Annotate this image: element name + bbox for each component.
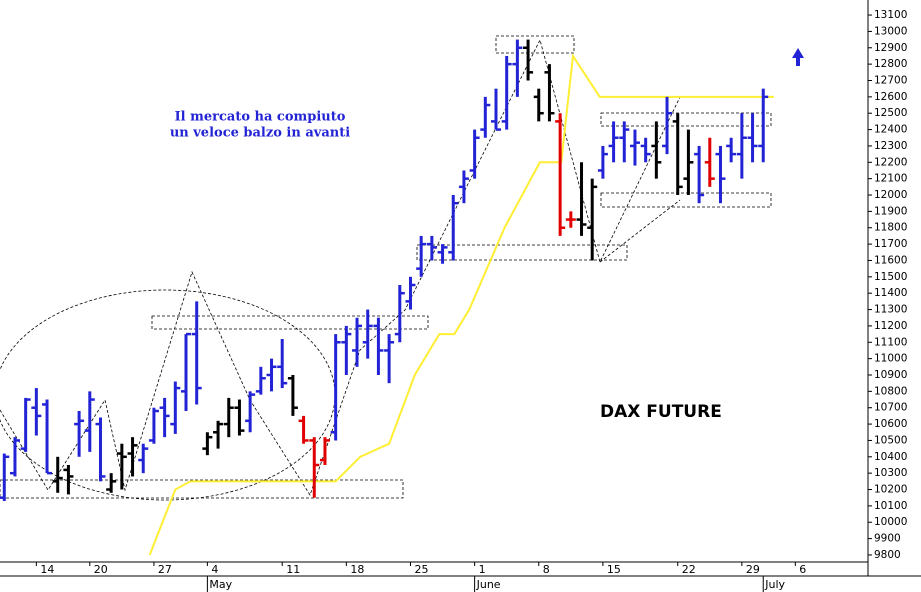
x-tick-label: 27 bbox=[158, 563, 172, 576]
x-tick-label: 8 bbox=[543, 563, 550, 576]
y-tick-label: 12900 bbox=[874, 42, 907, 54]
y-tick-label: 11900 bbox=[874, 205, 907, 217]
y-tick-label: 10500 bbox=[874, 434, 907, 446]
y-tick-label: 13000 bbox=[874, 25, 907, 37]
x-tick-label: 22 bbox=[682, 563, 696, 576]
support-box bbox=[0, 479, 404, 499]
chart-title: DAX FUTURE bbox=[600, 402, 722, 422]
y-tick-label: 10200 bbox=[874, 484, 907, 496]
x-tick-label: 4 bbox=[211, 563, 218, 576]
x-tick-label: 15 bbox=[607, 563, 621, 576]
top-box bbox=[495, 35, 575, 54]
y-tick-label: 10000 bbox=[874, 516, 907, 528]
box bbox=[600, 112, 772, 127]
resistance-box bbox=[151, 315, 429, 330]
y-tick-label: 12400 bbox=[874, 124, 907, 136]
y-tick-label: 11600 bbox=[874, 254, 907, 266]
y-tick-label: 11200 bbox=[874, 320, 907, 332]
y-tick-label: 10400 bbox=[874, 451, 907, 463]
x-tick-label: 18 bbox=[350, 563, 364, 576]
y-tick-label: 10900 bbox=[874, 369, 907, 381]
up-arrow bbox=[792, 48, 804, 66]
y-tick-label: 10100 bbox=[874, 500, 907, 512]
month-label: July bbox=[764, 578, 785, 591]
y-tick-label: 9800 bbox=[874, 549, 901, 561]
month-label: June bbox=[476, 578, 501, 591]
moving-average bbox=[148, 53, 774, 556]
y-tick-label: 10300 bbox=[874, 467, 907, 479]
x-tick-label: 29 bbox=[746, 563, 760, 576]
y-tick-label: 12700 bbox=[874, 74, 907, 86]
y-tick-label: 12500 bbox=[874, 107, 907, 119]
month-label: May bbox=[209, 578, 232, 591]
annotation: un veloce balzo in avanti bbox=[170, 126, 350, 141]
y-tick-label: 12800 bbox=[874, 58, 907, 70]
y-tick-label: 12600 bbox=[874, 91, 907, 103]
y-tick-label: 12000 bbox=[874, 189, 907, 201]
x-tick-label: 11 bbox=[286, 563, 300, 576]
annotation: Il mercato ha compiuto bbox=[175, 110, 346, 125]
y-tick-label: 11100 bbox=[874, 336, 907, 348]
y-tick-label: 10700 bbox=[874, 402, 907, 414]
y-tick-label: 12300 bbox=[874, 140, 907, 152]
x-tick-label: 14 bbox=[40, 563, 54, 576]
y-tick-label: 11800 bbox=[874, 222, 907, 234]
y-tick-label: 12200 bbox=[874, 156, 907, 168]
y-tick-label: 11400 bbox=[874, 287, 907, 299]
y-tick-label: 11700 bbox=[874, 238, 907, 250]
x-tick-label: 25 bbox=[414, 563, 428, 576]
x-tick-label: 6 bbox=[799, 563, 806, 576]
x-tick-label: 20 bbox=[94, 563, 108, 576]
y-tick-label: 10800 bbox=[874, 385, 907, 397]
box bbox=[416, 244, 628, 261]
x-tick-label: 1 bbox=[479, 563, 486, 576]
trend-line bbox=[599, 199, 681, 263]
y-tick-label: 13100 bbox=[874, 9, 907, 21]
y-tick-label: 9900 bbox=[874, 533, 901, 545]
box bbox=[600, 192, 772, 208]
y-tick-label: 11300 bbox=[874, 304, 907, 316]
y-tick-label: 11500 bbox=[874, 271, 907, 283]
y-tick-label: 11000 bbox=[874, 353, 907, 365]
y-tick-label: 12100 bbox=[874, 173, 907, 185]
y-tick-label: 10600 bbox=[874, 418, 907, 430]
